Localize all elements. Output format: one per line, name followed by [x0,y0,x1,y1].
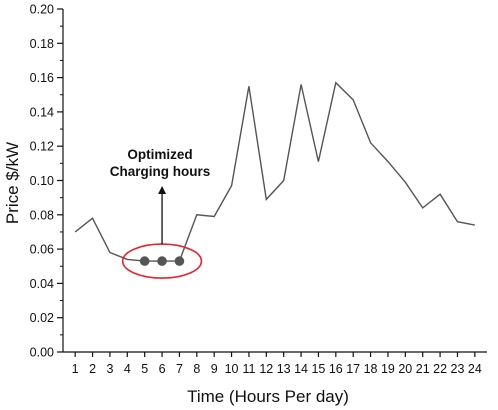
x-tick-label: 13 [277,362,291,376]
highlight-point [174,256,185,266]
x-tick-label: 8 [193,362,200,376]
x-tick-label: 3 [106,362,113,376]
x-tick-label: 2 [89,362,96,376]
x-tick-label: 17 [346,362,360,376]
y-tick-label: 0.16 [30,71,54,85]
x-tick-label: 23 [451,362,465,376]
x-tick-label: 12 [259,362,273,376]
y-tick-label: 0.00 [30,346,54,360]
y-axis: 0.00 0.02 0.04 0.06 0.08 0.10 0.12 0.14 0.16 0.18… [30,3,64,360]
highlight-point [157,256,167,266]
annotation-label-line2: Charging hours [110,164,211,179]
x-tick-label: 7 [176,362,183,376]
x-tick-label: 14 [294,362,308,376]
y-tick-label: 0.10 [30,174,54,188]
x-tick-label: 16 [329,362,343,376]
y-tick-label: 0.12 [30,140,54,154]
annotation-label-line1: Optimized [127,147,192,162]
y-tick-label: 0.18 [30,37,54,51]
x-tick-label: 22 [433,362,447,376]
y-tick-label: 0.14 [30,105,54,119]
y-axis-title: Price $/kW [3,142,22,224]
series-price [74,81,475,266]
x-tick-label: 21 [416,362,430,376]
x-tick-label: 20 [398,362,412,376]
x-tick-label: 4 [124,362,131,376]
y-tick-label: 0.06 [30,243,54,257]
x-tick-label: 24 [468,362,482,376]
x-axis-title: Time (Hours Per day) [187,387,349,406]
x-tick-label: 10 [225,362,239,376]
x-tick-label: 1 [72,362,79,376]
x-tick-label: 9 [211,362,218,376]
x-tick-label: 5 [141,362,148,376]
annotation [121,186,203,279]
y-tick-label: 0.08 [30,208,54,222]
x-tick-label: 19 [381,362,395,376]
x-tick-label: 11 [242,362,255,376]
x-tick-label: 15 [311,362,325,376]
x-tick-label: 6 [159,362,166,376]
x-axis: 1 2 3 4 5 6 7 8 9 10 11 12 13 14 15 16 17 18 19 20 21 22 23 24 [63,351,487,376]
highlight-point [139,256,150,266]
x-tick-label: 18 [364,362,378,376]
highlight-ellipse [121,243,203,279]
annotation-arrow-head [158,186,167,194]
y-tick-label: 0.02 [30,311,54,325]
y-tick-label: 0.20 [30,3,54,17]
y-tick-label: 0.04 [30,277,54,291]
